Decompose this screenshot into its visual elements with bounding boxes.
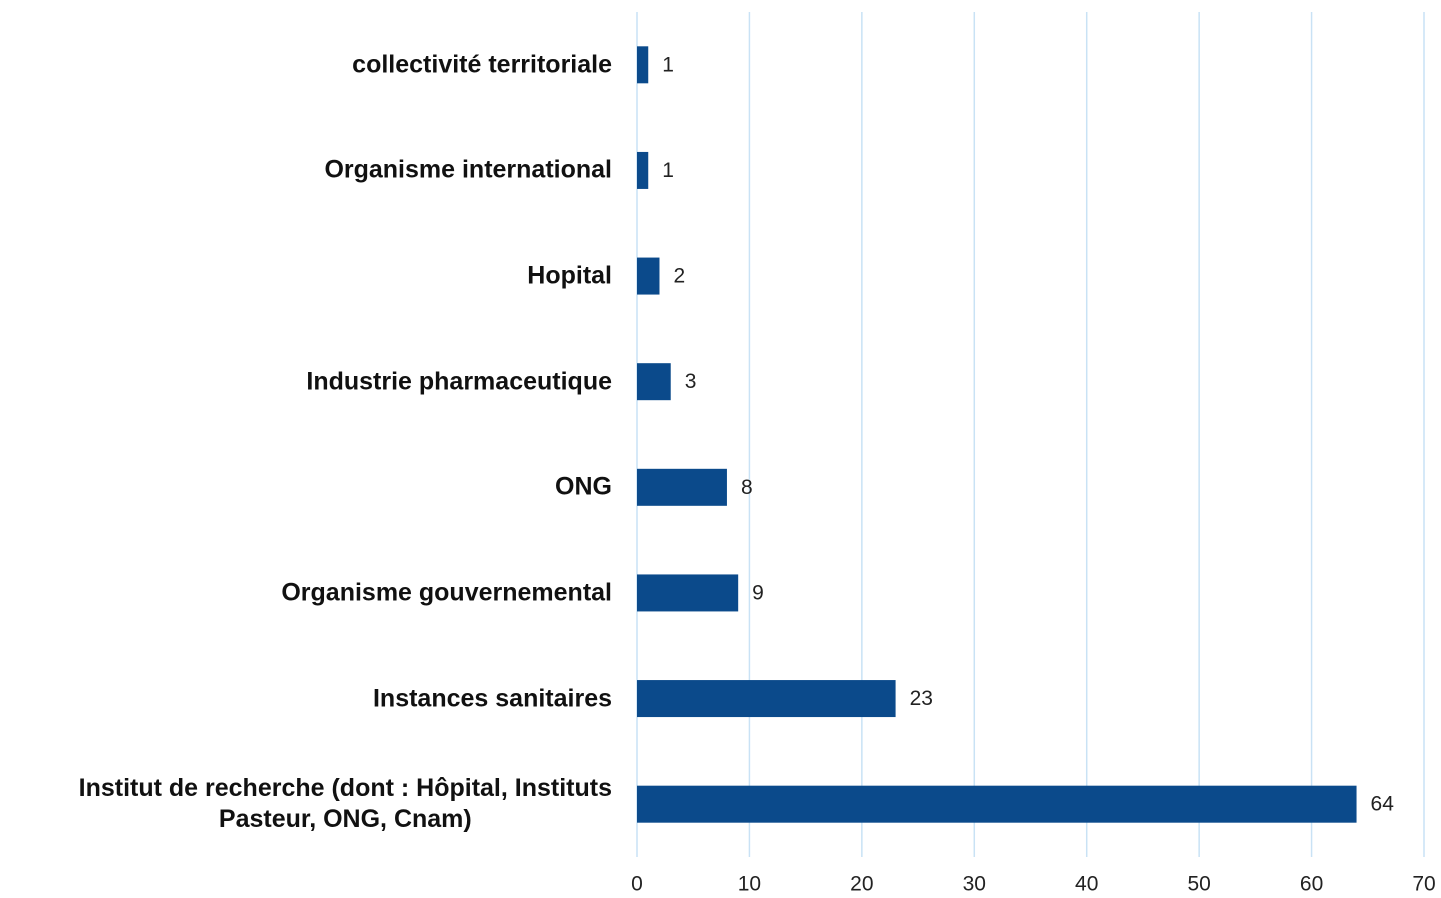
- category-label: Hopital: [527, 261, 612, 290]
- data-label: 9: [752, 581, 764, 604]
- data-label: 1: [662, 159, 674, 182]
- data-label: 8: [741, 476, 753, 499]
- category-label: Industrie pharmaceutique: [306, 367, 612, 396]
- data-label: 23: [910, 687, 933, 710]
- category-label: Instances sanitaires: [372, 684, 612, 713]
- data-label: 2: [673, 265, 685, 288]
- category-label: Organisme gouvernemental: [281, 578, 612, 607]
- x-tick-label: 50: [1187, 873, 1210, 896]
- x-tick-label: 70: [1412, 873, 1435, 896]
- x-tick-label: 0: [631, 873, 643, 896]
- x-tick-label: 20: [850, 873, 873, 896]
- category-label: ONG: [555, 472, 612, 501]
- data-label: 3: [685, 370, 697, 393]
- bar: [637, 574, 739, 612]
- bar: [637, 680, 896, 718]
- x-tick-label: 30: [963, 873, 986, 896]
- category-label: Organisme international: [324, 155, 612, 184]
- bar: [637, 363, 671, 401]
- x-tick-label: 10: [738, 873, 761, 896]
- x-tick-label: 40: [1075, 873, 1098, 896]
- data-label: 64: [1371, 793, 1395, 816]
- x-tick-label: 60: [1300, 873, 1323, 896]
- category-label: Institut de recherche (dont : Hôpital, I…: [78, 774, 612, 834]
- bar: [637, 257, 660, 295]
- data-label: 1: [662, 53, 674, 76]
- category-label: collectivité territoriale: [352, 50, 612, 79]
- bar: [637, 46, 649, 84]
- bar: [637, 468, 727, 506]
- bar: [637, 151, 649, 189]
- bar: [637, 785, 1357, 823]
